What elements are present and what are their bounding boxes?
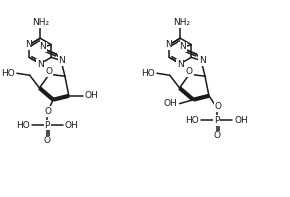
Text: OH: OH	[234, 116, 248, 125]
Text: NH₂: NH₂	[32, 18, 50, 27]
Text: N: N	[165, 40, 172, 49]
Text: HO: HO	[1, 69, 15, 78]
Text: N: N	[199, 56, 205, 65]
Text: HO: HO	[141, 69, 155, 78]
Text: N: N	[179, 42, 186, 51]
Text: NH₂: NH₂	[173, 18, 190, 27]
Text: N: N	[25, 40, 32, 49]
Text: N: N	[177, 60, 184, 69]
Text: P: P	[214, 116, 220, 125]
Text: O: O	[46, 67, 53, 76]
Text: O: O	[44, 136, 51, 145]
Text: N: N	[59, 56, 65, 65]
Text: OH: OH	[65, 121, 79, 130]
Text: OH: OH	[84, 91, 98, 100]
Text: HO: HO	[185, 116, 199, 125]
Text: O: O	[186, 67, 193, 76]
Text: O: O	[214, 102, 221, 111]
Text: N: N	[39, 42, 46, 51]
Text: O: O	[45, 107, 52, 116]
Text: N: N	[37, 60, 44, 69]
Text: OH: OH	[164, 99, 177, 108]
Text: P: P	[45, 121, 50, 130]
Text: O: O	[213, 131, 220, 140]
Text: HO: HO	[16, 121, 30, 130]
